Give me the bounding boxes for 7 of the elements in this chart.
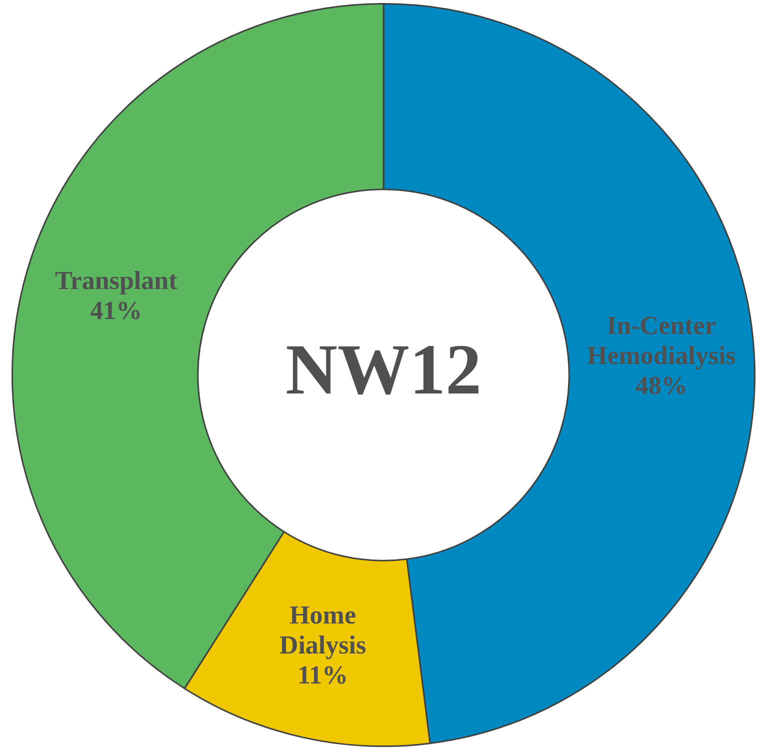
data-label: 41%: [90, 296, 142, 326]
data-label: 48%: [635, 371, 688, 400]
data-label: 11%: [297, 660, 348, 690]
slice-label: In-Center Hemodialysis: [586, 311, 736, 370]
slice-label: Home Dialysis: [279, 600, 366, 660]
slice-label: Transplant: [54, 266, 178, 296]
text: NW12: [286, 330, 482, 410]
